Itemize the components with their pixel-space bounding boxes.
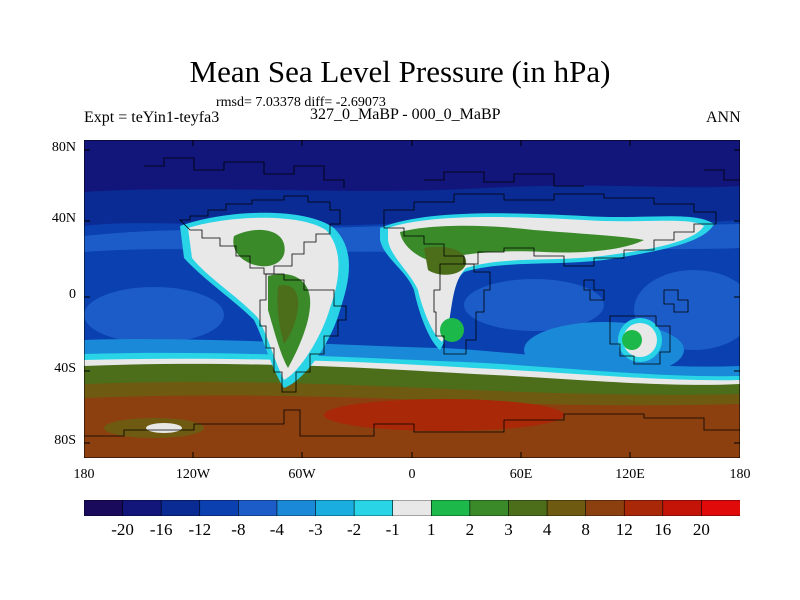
lat-tick-label: 40S <box>54 361 76 376</box>
south-america-core <box>277 285 299 344</box>
lat-tick-label: 40N <box>51 211 76 226</box>
eurasia-outline <box>383 193 717 267</box>
colorbar-tick-label: 16 <box>654 520 672 539</box>
africa-outline <box>433 263 491 355</box>
eurasia-core <box>424 246 467 275</box>
lon-tick-label: 180 <box>73 467 95 482</box>
lon-tick-label: 120W <box>175 467 211 482</box>
arctic-coast-1 <box>144 157 345 188</box>
colorbar-swatch <box>662 500 703 516</box>
map-ticks <box>84 140 740 458</box>
period-label: 327_0_MaBP - 000_0_MaBP <box>310 106 501 123</box>
australia-outline <box>609 315 671 365</box>
lon-tick-label: 120E <box>615 467 645 482</box>
colorbar-tick-label: -3 <box>308 520 323 539</box>
west-pacific-band <box>634 270 740 350</box>
arctic-coast-3 <box>704 169 740 181</box>
colorbar-tick-label: -4 <box>269 520 284 539</box>
colorbar-swatch <box>392 500 433 516</box>
africa-high <box>440 318 464 342</box>
lat-tick-label: 80N <box>51 140 76 155</box>
antarctica-outline <box>84 409 740 437</box>
stats-label: rmsd= 7.03378 diff= -2.69073 <box>216 95 386 110</box>
experiment-label: Expt = teYin1-teyfa3 <box>84 109 220 126</box>
colorbar-swatch <box>160 500 201 516</box>
arctic-low-band <box>84 140 740 192</box>
south-america-outline <box>259 273 347 393</box>
colorbar-tick-label: 8 <box>581 520 590 539</box>
colorbar-tick-label: 20 <box>692 520 710 539</box>
colorbar-swatch <box>701 500 740 516</box>
island-outline <box>583 279 605 301</box>
colorbar-tick-label: -8 <box>231 520 246 539</box>
colorbar-swatch <box>353 500 394 516</box>
lat-tick-label: 80S <box>54 433 76 448</box>
colorbar-swatch <box>276 500 317 516</box>
colorbar-swatch <box>469 500 510 516</box>
north-america-outline <box>179 195 341 275</box>
colorbar-tick-label: -16 <box>149 520 173 539</box>
colorbar-swatch <box>315 500 355 516</box>
colorbar-swatch <box>199 500 240 516</box>
map-title: Mean Sea Level Pressure (in hPa) <box>189 54 611 89</box>
colorbar-tick-label: 12 <box>615 520 633 539</box>
lat-tick-label: 0 <box>69 287 76 302</box>
lon-tick-label: 180 <box>729 467 751 482</box>
colorbar-tick-label: 4 <box>542 520 552 539</box>
colorbar-swatch <box>623 500 664 516</box>
season-label: ANN <box>706 109 741 126</box>
colorbar-tick-label: -1 <box>385 520 400 539</box>
island-outline <box>663 289 689 313</box>
colorbar-tick-label: 3 <box>504 520 513 539</box>
indian-ocean-band <box>464 279 604 331</box>
colorbar-swatch <box>238 500 278 516</box>
antarctic-max <box>324 399 564 431</box>
colorbar-swatch <box>84 500 124 516</box>
colorbar <box>84 500 740 516</box>
coastlines <box>84 157 740 437</box>
north-america-high <box>233 229 285 267</box>
colorbar-swatch <box>122 500 162 516</box>
pressure-map <box>84 140 740 458</box>
lon-tick-label: 60E <box>509 467 533 482</box>
australia-high <box>622 330 642 350</box>
lon-tick-label: 60W <box>288 467 316 482</box>
colorbar-swatch <box>508 500 548 516</box>
colorbar-tick-label: -2 <box>347 520 362 539</box>
lon-tick-label: 0 <box>408 467 416 482</box>
colorbar-swatch <box>585 500 626 516</box>
colorbar-swatch <box>546 500 587 516</box>
antarctic-neutral-patch <box>146 423 182 433</box>
pacific-ocean-band <box>84 287 224 343</box>
colorbar-tick-label: -12 <box>188 520 212 539</box>
colorbar-tick-label: -20 <box>111 520 134 539</box>
colorbar-swatch <box>430 500 471 516</box>
colorbar-tick-label: 2 <box>465 520 475 539</box>
arctic-coast-2 <box>424 171 584 187</box>
colorbar-tick-label: 1 <box>427 520 436 539</box>
